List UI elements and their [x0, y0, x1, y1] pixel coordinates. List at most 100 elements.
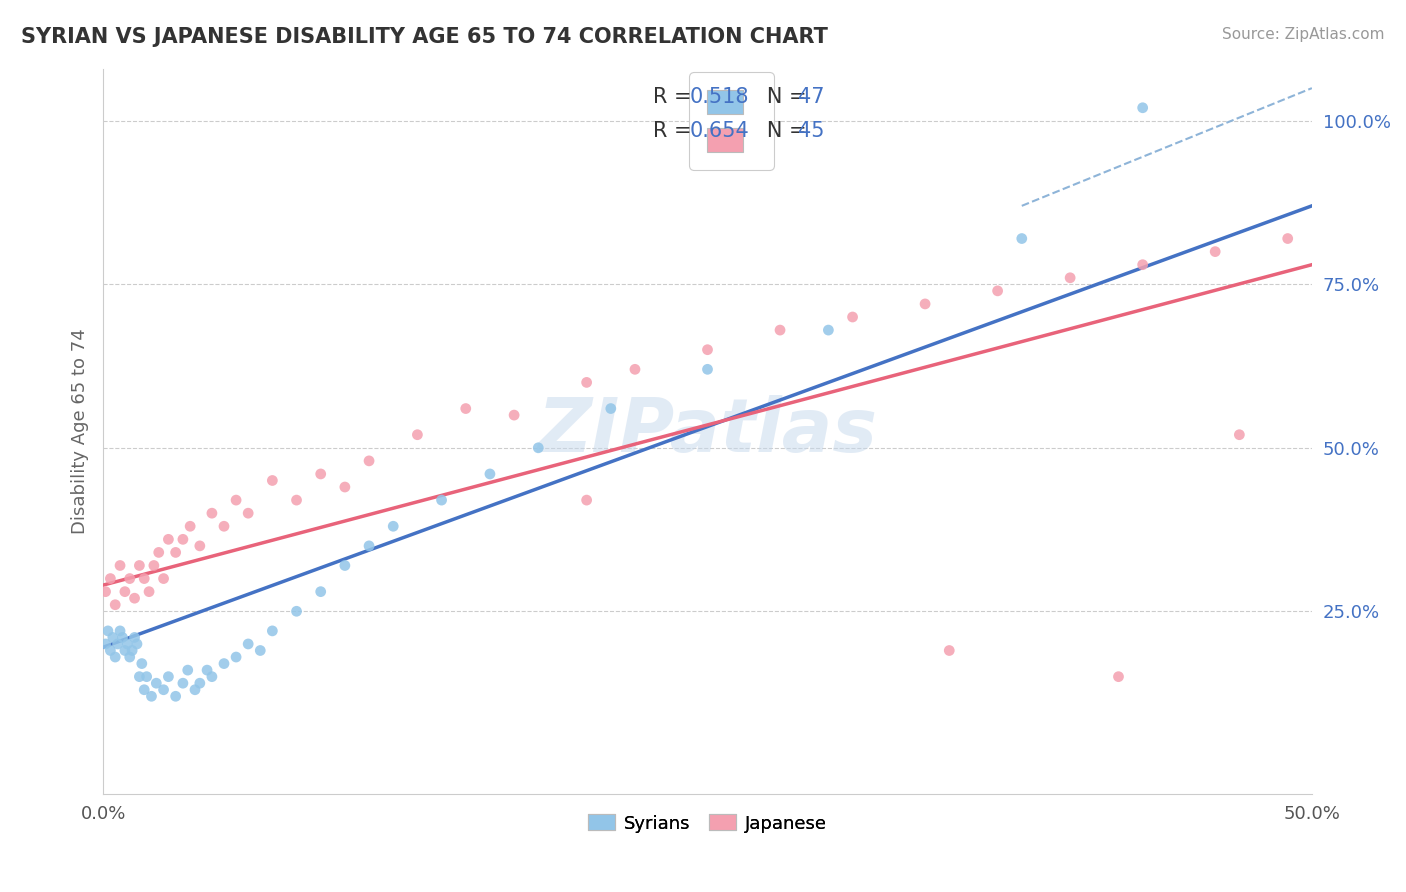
Point: [357, 454, 380, 468]
Y-axis label: Disability Age 65 to 74: Disability Age 65 to 74: [72, 328, 89, 534]
Point: [152, 572, 174, 586]
Point: [914, 297, 936, 311]
Text: R =: R =: [654, 120, 699, 141]
Point: [117, 637, 139, 651]
Point: [100, 572, 122, 586]
Point: [406, 427, 429, 442]
Point: [430, 493, 453, 508]
Text: 0.654: 0.654: [689, 120, 749, 141]
Point: [333, 558, 356, 573]
Point: [212, 657, 235, 671]
Point: [104, 650, 127, 665]
Point: [841, 310, 863, 324]
Point: [1227, 427, 1250, 442]
Point: [157, 533, 180, 547]
Point: [97, 624, 120, 638]
Point: [575, 493, 598, 508]
Point: [124, 631, 146, 645]
Point: [478, 467, 501, 481]
Point: [1059, 270, 1081, 285]
Point: [262, 474, 284, 488]
Point: [100, 643, 122, 657]
Point: [94, 584, 117, 599]
Point: [188, 539, 211, 553]
Point: [987, 284, 1010, 298]
Point: [108, 624, 131, 638]
Point: [575, 376, 598, 390]
Point: [1132, 258, 1154, 272]
Point: [125, 637, 148, 651]
Point: [212, 519, 235, 533]
Point: [188, 676, 211, 690]
Point: [101, 631, 124, 645]
Point: [696, 362, 718, 376]
Point: [165, 690, 187, 704]
Point: [1204, 244, 1226, 259]
Point: [121, 643, 143, 657]
Point: [184, 682, 207, 697]
Point: [201, 506, 224, 520]
Point: [134, 682, 156, 697]
Point: [141, 690, 163, 704]
Point: [128, 558, 150, 573]
Text: 45: 45: [799, 120, 825, 141]
Text: 0.518: 0.518: [689, 87, 749, 107]
Point: [134, 572, 156, 586]
Point: [1011, 231, 1033, 245]
Point: [131, 657, 153, 671]
Point: [1108, 670, 1130, 684]
Point: [157, 670, 180, 684]
Text: N =: N =: [748, 120, 814, 141]
Text: 47: 47: [799, 87, 825, 107]
Point: [1132, 101, 1154, 115]
Point: [179, 519, 201, 533]
Point: [124, 591, 146, 606]
Point: [165, 545, 187, 559]
Point: [128, 670, 150, 684]
Point: [527, 441, 550, 455]
Point: [152, 682, 174, 697]
Point: [503, 408, 526, 422]
Point: [225, 650, 247, 665]
Point: [172, 533, 194, 547]
Point: [1277, 231, 1299, 245]
Point: [225, 493, 247, 508]
Point: [104, 598, 127, 612]
Legend: Syrians, Japanese: Syrians, Japanese: [581, 807, 834, 839]
Point: [114, 584, 136, 599]
Point: [938, 643, 960, 657]
Point: [114, 643, 136, 657]
Point: [309, 584, 332, 599]
Point: [195, 663, 218, 677]
Point: [382, 519, 405, 533]
Text: SYRIAN VS JAPANESE DISABILITY AGE 65 TO 74 CORRELATION CHART: SYRIAN VS JAPANESE DISABILITY AGE 65 TO …: [21, 27, 828, 46]
Point: [599, 401, 621, 416]
Point: [107, 637, 129, 651]
Point: [177, 663, 200, 677]
Point: [135, 670, 157, 684]
Point: [769, 323, 792, 337]
Point: [108, 558, 131, 573]
Point: [696, 343, 718, 357]
Text: R =: R =: [654, 87, 699, 107]
Point: [624, 362, 647, 376]
Point: [94, 637, 117, 651]
Point: [357, 539, 380, 553]
Point: [249, 643, 271, 657]
Point: [238, 506, 260, 520]
Point: [148, 545, 170, 559]
Point: [238, 637, 260, 651]
Point: [333, 480, 356, 494]
Text: ZIPatlas: ZIPatlas: [537, 395, 877, 468]
Point: [172, 676, 194, 690]
Text: Source: ZipAtlas.com: Source: ZipAtlas.com: [1222, 27, 1385, 42]
Point: [285, 493, 308, 508]
Point: [817, 323, 839, 337]
Text: N =: N =: [748, 87, 814, 107]
Point: [262, 624, 284, 638]
Point: [285, 604, 308, 618]
Point: [309, 467, 332, 481]
Point: [118, 650, 141, 665]
Point: [201, 670, 224, 684]
Point: [111, 631, 134, 645]
